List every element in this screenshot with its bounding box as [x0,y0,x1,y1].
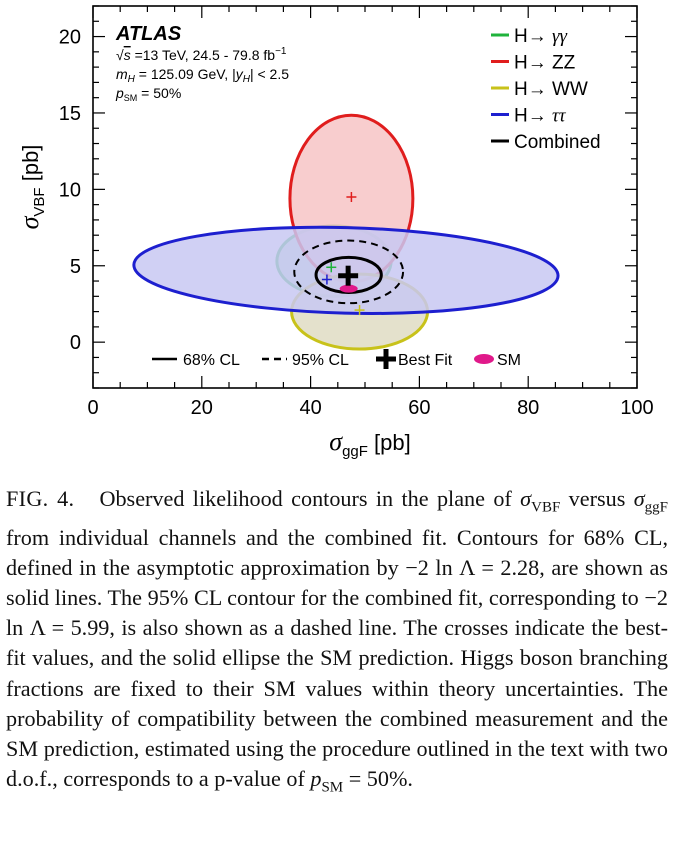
best-fit-h [326,262,337,273]
figure-caption: FIG. 4. Observed likelihood contours in … [6,484,668,803]
x-tick-label: 60 [408,397,430,419]
sm-prediction-marker [339,284,358,293]
info-line-psm: pSM = 50% [115,85,181,103]
caption-label: FIG. 4. [6,486,75,511]
legend-cl68-label: 68% CL [183,352,240,369]
y-tick-label: 0 [70,332,81,354]
axis-ticks [92,5,638,389]
y-tick-label: 20 [59,27,81,49]
legend-label: Combined [514,132,601,153]
y-tick-label: 15 [59,103,81,125]
legend-sm-marker [474,354,494,364]
x-tick-label: 40 [299,397,321,419]
best-fit-hzz [346,192,357,202]
tick-labels: 0 20 40 60 80 100 0 5 10 15 20 [59,27,654,419]
x-tick-label: 80 [517,397,539,419]
legend-sm-label: SM [497,352,521,369]
contour-plot: 0 20 40 60 80 100 0 5 10 15 20 σggF [pb] σVBF [pb]… [15,5,654,460]
best-fit-h [321,274,332,285]
best-fit-hww [354,305,365,316]
legend-label: H→ ZZ [514,53,576,74]
experiment-label: ATLAS [115,23,182,45]
info-line-mass: mH = 125.09 GeV, |yH| < 2.5 [116,66,289,85]
x-tick-label: 20 [191,397,213,419]
best-fit-combined [338,265,359,286]
legend: H→ γγ H→ ZZ H→ WW H→ ττ Combined [491,26,601,153]
info-line-energy: √s =13 TeV, 24.5 - 79.8 fb−1 [116,46,287,63]
x-tick-label: 100 [620,397,653,419]
legend-bestfit-label: Best Fit [398,352,453,369]
bottom-legend: 68% CL 95% CL Best Fit SM [152,349,521,369]
legend-label: H→ γγ [514,26,567,47]
x-tick-label: 0 [87,397,98,419]
y-tick-label: 10 [59,179,81,201]
y-tick-label: 5 [70,256,81,278]
y-axis-label: σVBF [pb] [15,145,48,230]
contour-95-combined [293,239,405,305]
best-fit-markers [321,192,365,316]
likelihood-contour-figure: 0 20 40 60 80 100 0 5 10 15 20 σggF [pb] σVBF [pb]… [15,5,654,460]
x-axis-label: σggF [pb] [329,427,411,460]
caption-text: Observed likelihood contours in the plan… [6,486,668,796]
legend-cl95-label: 95% CL [292,352,349,369]
legend-label: H→ ττ [514,106,567,127]
legend-label: H→ WW [514,79,588,100]
contours-layer [132,113,560,351]
